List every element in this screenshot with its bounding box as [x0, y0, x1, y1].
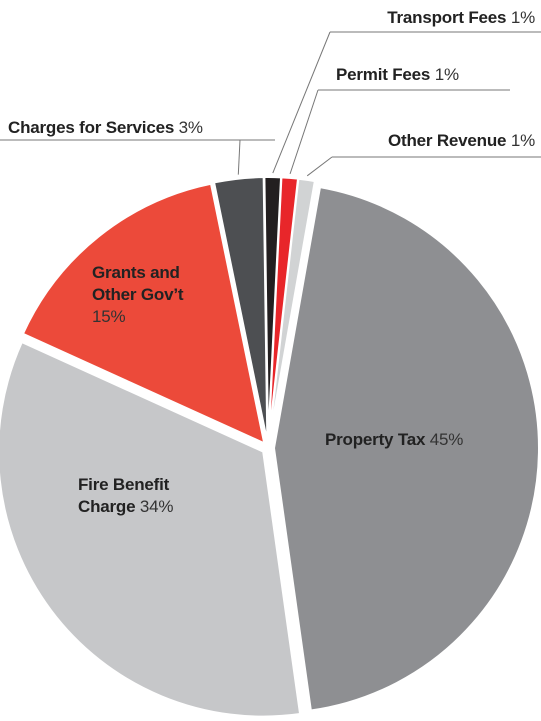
slice-label: Charges for Services 3%	[8, 117, 203, 139]
category-label: Fire Benefit Charge	[78, 475, 170, 516]
slice-label: Other Revenue 1%	[388, 130, 535, 152]
pie-slice	[21, 182, 266, 446]
category-label: Permit Fees	[336, 65, 431, 84]
category-label: Other Revenue	[387, 131, 507, 150]
leader-line	[306, 156, 333, 177]
category-label: Charges for Services	[8, 118, 175, 137]
value-label: 1%	[510, 131, 535, 150]
category-label: Transport Fees	[387, 8, 507, 27]
slice-label: Property Tax 45%	[325, 429, 463, 451]
value-label: 15%	[92, 307, 126, 326]
category-label: Property Tax	[325, 430, 426, 449]
leader-line	[237, 139, 241, 175]
value-label: 3%	[178, 118, 203, 137]
value-label: 1%	[510, 8, 535, 27]
value-label: 45%	[429, 430, 464, 449]
leader-line	[272, 31, 331, 174]
slice-label: Grants and Other Gov’t 15%	[92, 262, 217, 328]
value-label: 34%	[139, 497, 174, 516]
leader-line	[289, 89, 319, 175]
pie-slice	[272, 185, 540, 712]
pie-slice	[0, 340, 302, 718]
value-label: 1%	[434, 65, 459, 84]
pie-slice	[267, 177, 317, 443]
category-label: Grants and Other Gov’t	[92, 263, 184, 304]
slice-label: Permit Fees 1%	[336, 64, 459, 86]
slice-label: Fire Benefit Charge 34%	[78, 474, 228, 518]
slice-label: Transport Fees 1%	[387, 7, 535, 29]
